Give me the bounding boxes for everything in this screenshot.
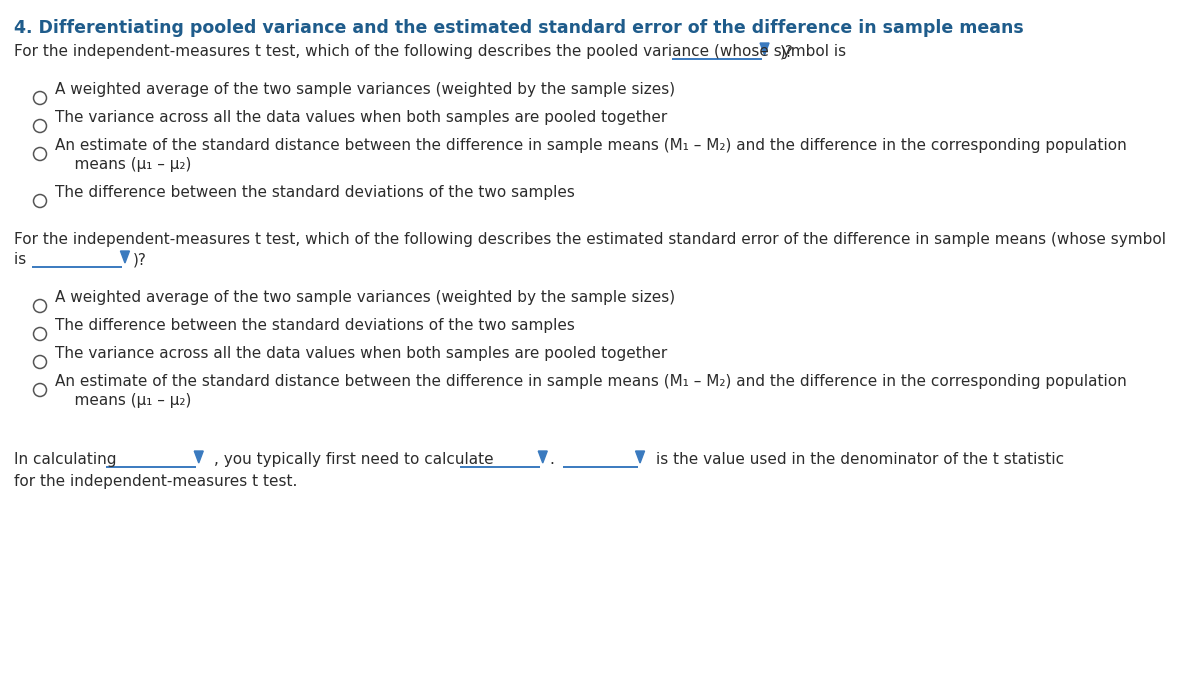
Text: A weighted average of the two sample variances (weighted by the sample sizes): A weighted average of the two sample var…: [55, 290, 676, 305]
Text: .: .: [551, 452, 560, 467]
Text: for the independent-measures t test.: for the independent-measures t test.: [14, 474, 298, 489]
Text: The difference between the standard deviations of the two samples: The difference between the standard devi…: [55, 185, 575, 200]
Text: The variance across all the data values when both samples are pooled together: The variance across all the data values …: [55, 110, 667, 125]
Polygon shape: [539, 451, 547, 463]
Text: is: is: [14, 252, 31, 267]
Text: The variance across all the data values when both samples are pooled together: The variance across all the data values …: [55, 346, 667, 361]
Text: , you typically first need to calculate: , you typically first need to calculate: [215, 452, 499, 467]
Text: An estimate of the standard distance between the difference in sample means (M₁ : An estimate of the standard distance bet…: [55, 374, 1127, 389]
Text: The difference between the standard deviations of the two samples: The difference between the standard devi…: [55, 318, 575, 333]
Text: means (μ₁ – μ₂): means (μ₁ – μ₂): [55, 393, 191, 408]
Polygon shape: [120, 251, 130, 263]
Text: A weighted average of the two sample variances (weighted by the sample sizes): A weighted average of the two sample var…: [55, 82, 676, 97]
Text: For the independent-measures t test, which of the following describes the estima: For the independent-measures t test, whi…: [14, 232, 1166, 247]
Text: means (μ₁ – μ₂): means (μ₁ – μ₂): [55, 157, 191, 172]
Polygon shape: [636, 451, 644, 463]
Text: is the value used in the denominator of the t statistic: is the value used in the denominator of …: [655, 452, 1063, 467]
Polygon shape: [760, 43, 769, 55]
Text: )?: )?: [780, 44, 794, 59]
Polygon shape: [194, 451, 203, 463]
Text: In calculating: In calculating: [14, 452, 121, 467]
Text: For the independent-measures t test, which of the following describes the pooled: For the independent-measures t test, whi…: [14, 44, 851, 59]
Text: 4. Differentiating pooled variance and the estimated standard error of the diffe: 4. Differentiating pooled variance and t…: [14, 19, 1024, 37]
Text: )?: )?: [132, 252, 146, 267]
Text: An estimate of the standard distance between the difference in sample means (M₁ : An estimate of the standard distance bet…: [55, 138, 1127, 153]
